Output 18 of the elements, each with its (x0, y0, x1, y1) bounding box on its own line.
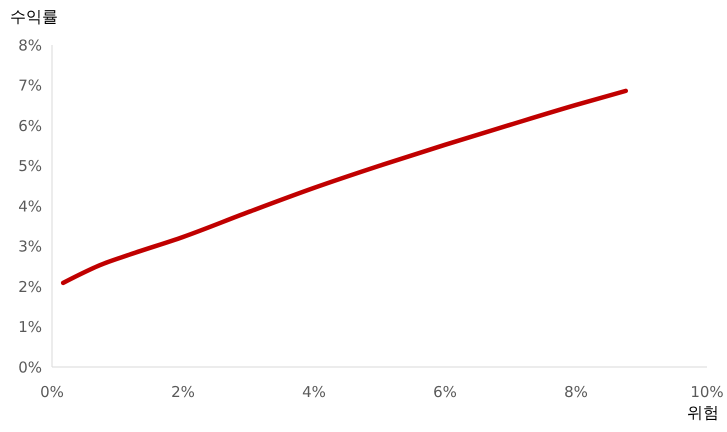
y-tick-label: 7% (18, 76, 42, 94)
y-tick-label: 0% (18, 358, 42, 376)
y-axis-title: 수익률 (10, 7, 58, 26)
line-series (60, 88, 628, 286)
y-tick-label: 2% (18, 278, 42, 296)
x-tick-label: 4% (302, 383, 326, 401)
x-tick-label: 0% (40, 383, 64, 401)
y-tick-label: 5% (18, 157, 42, 175)
x-tick-label: 6% (433, 383, 457, 401)
y-tick-label: 8% (18, 36, 42, 54)
y-tick-label: 3% (18, 238, 42, 256)
x-tick-label: 2% (171, 383, 195, 401)
x-tick-label: 10% (690, 383, 724, 401)
x-tick-label: 8% (564, 383, 588, 401)
y-tick-label: 1% (18, 318, 42, 336)
x-axis-title: 위험 (687, 403, 719, 422)
y-tick-label: 4% (18, 197, 42, 216)
y-tick-label: 6% (18, 116, 42, 135)
